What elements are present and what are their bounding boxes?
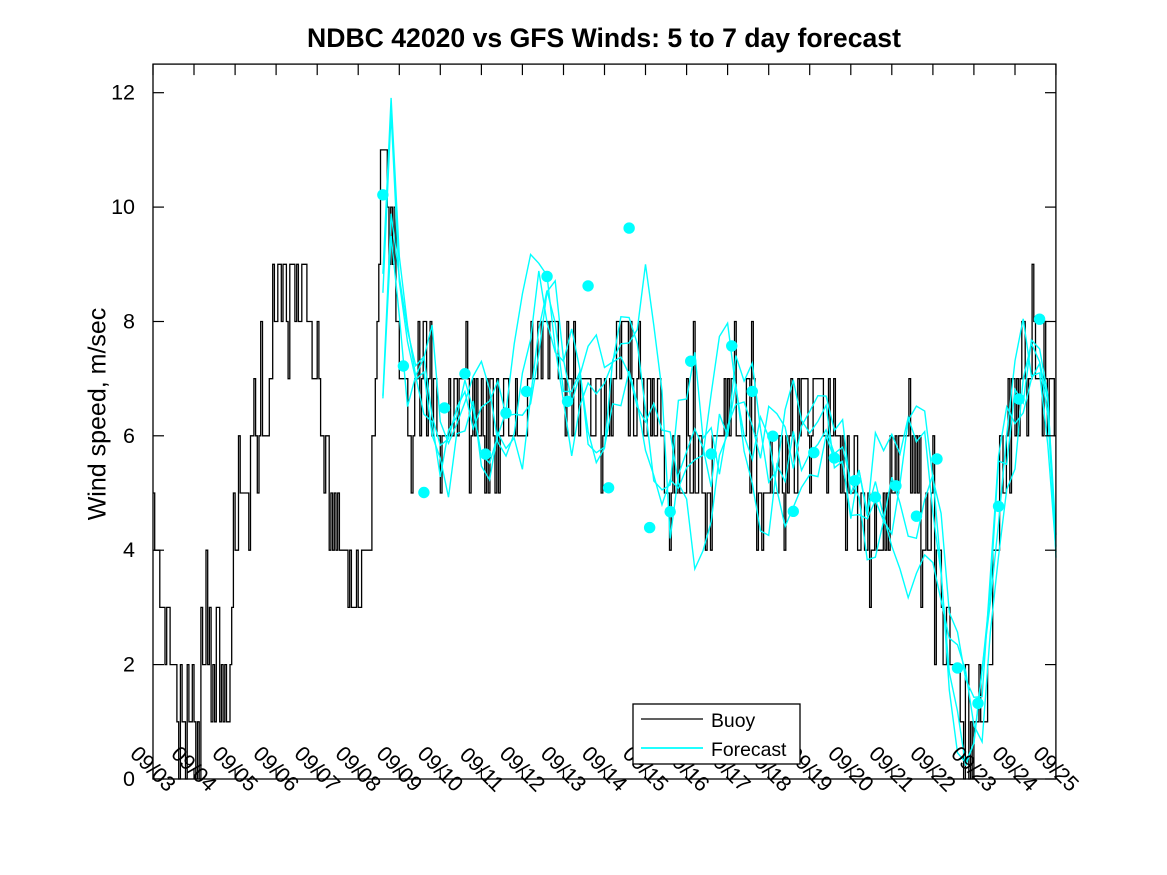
svg-text:8: 8: [123, 310, 135, 334]
svg-text:4: 4: [123, 538, 135, 562]
svg-text:2: 2: [123, 653, 135, 677]
svg-text:6: 6: [123, 424, 135, 448]
svg-text:Buoy: Buoy: [711, 710, 756, 732]
svg-text:Wind speed, m/sec: Wind speed, m/sec: [84, 308, 112, 521]
svg-text:10: 10: [111, 195, 135, 219]
svg-text:12: 12: [111, 81, 135, 105]
svg-text:Forecast: Forecast: [711, 739, 787, 761]
svg-text:0: 0: [123, 767, 135, 791]
svg-text:NDBC 42020 vs GFS Winds: 5 to: NDBC 42020 vs GFS Winds: 5 to 7 day fore…: [307, 23, 901, 53]
